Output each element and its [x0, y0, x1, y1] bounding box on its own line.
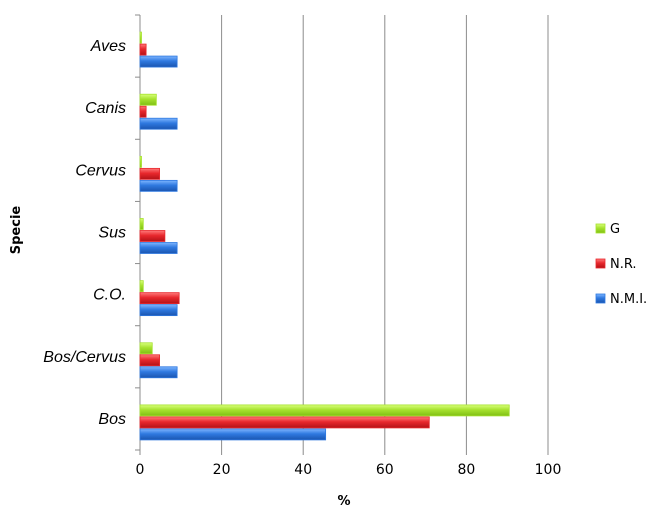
bar-aves-g	[139, 31, 142, 44]
category-label: C.O.	[93, 287, 126, 304]
bar-cervus-g	[139, 155, 142, 168]
bar-aves-nmi	[139, 55, 178, 68]
bar-cervus-nmi	[139, 179, 178, 192]
bar-canis-nr	[139, 105, 147, 118]
bar-bos-nr	[139, 416, 430, 429]
bars	[139, 31, 510, 441]
x-tick-label: 60	[376, 462, 394, 478]
bar-canis-g	[139, 93, 157, 106]
bar-bos-cervus-nr	[139, 354, 160, 367]
legend-label: G	[610, 222, 620, 237]
bar-sus-nmi	[139, 242, 178, 254]
x-tick-label: 100	[535, 462, 562, 478]
y-axis-title: Specie	[9, 206, 24, 255]
bar-aves-nr	[139, 43, 147, 56]
category-label: Cervus	[75, 162, 126, 179]
legend-label: N.M.I.	[610, 292, 647, 307]
category-label: Canis	[85, 100, 126, 117]
x-tick-label: 0	[136, 462, 145, 478]
bar-sus-g	[139, 218, 144, 230]
bar-bos-g	[139, 404, 510, 417]
category-label: Bos/Cervus	[43, 349, 126, 366]
grid-lines	[221, 15, 549, 450]
bar-c-o--g	[139, 280, 144, 293]
axes	[135, 14, 549, 455]
bar-c-o--nr	[139, 292, 180, 305]
bar-bos-cervus-g	[139, 342, 153, 355]
category-label: Bos	[98, 411, 126, 428]
bar-canis-nmi	[139, 117, 178, 130]
legend-swatch	[595, 293, 606, 304]
x-tick-label: 40	[294, 462, 312, 478]
bar-c-o--nmi	[139, 304, 178, 317]
legend-swatch	[595, 223, 606, 234]
category-label: Sus	[98, 225, 126, 242]
bar-sus-nr	[139, 230, 166, 242]
bar-cervus-nr	[139, 167, 160, 180]
x-tick-label: 80	[457, 462, 475, 478]
bar-bos-cervus-nmi	[139, 366, 178, 379]
legend-swatch	[595, 258, 606, 269]
category-label: Aves	[90, 38, 126, 55]
x-tick-label: 20	[213, 462, 231, 478]
legend: G N.R. N.M.I.	[595, 222, 647, 307]
bar-bos-nmi	[139, 428, 327, 441]
x-axis-title: %	[337, 494, 350, 509]
legend-label: N.R.	[610, 257, 637, 272]
labels: 0 20 40 60 80 100 Aves Canis Cervus Sus C.O. Bos/Ce…	[43, 38, 561, 478]
